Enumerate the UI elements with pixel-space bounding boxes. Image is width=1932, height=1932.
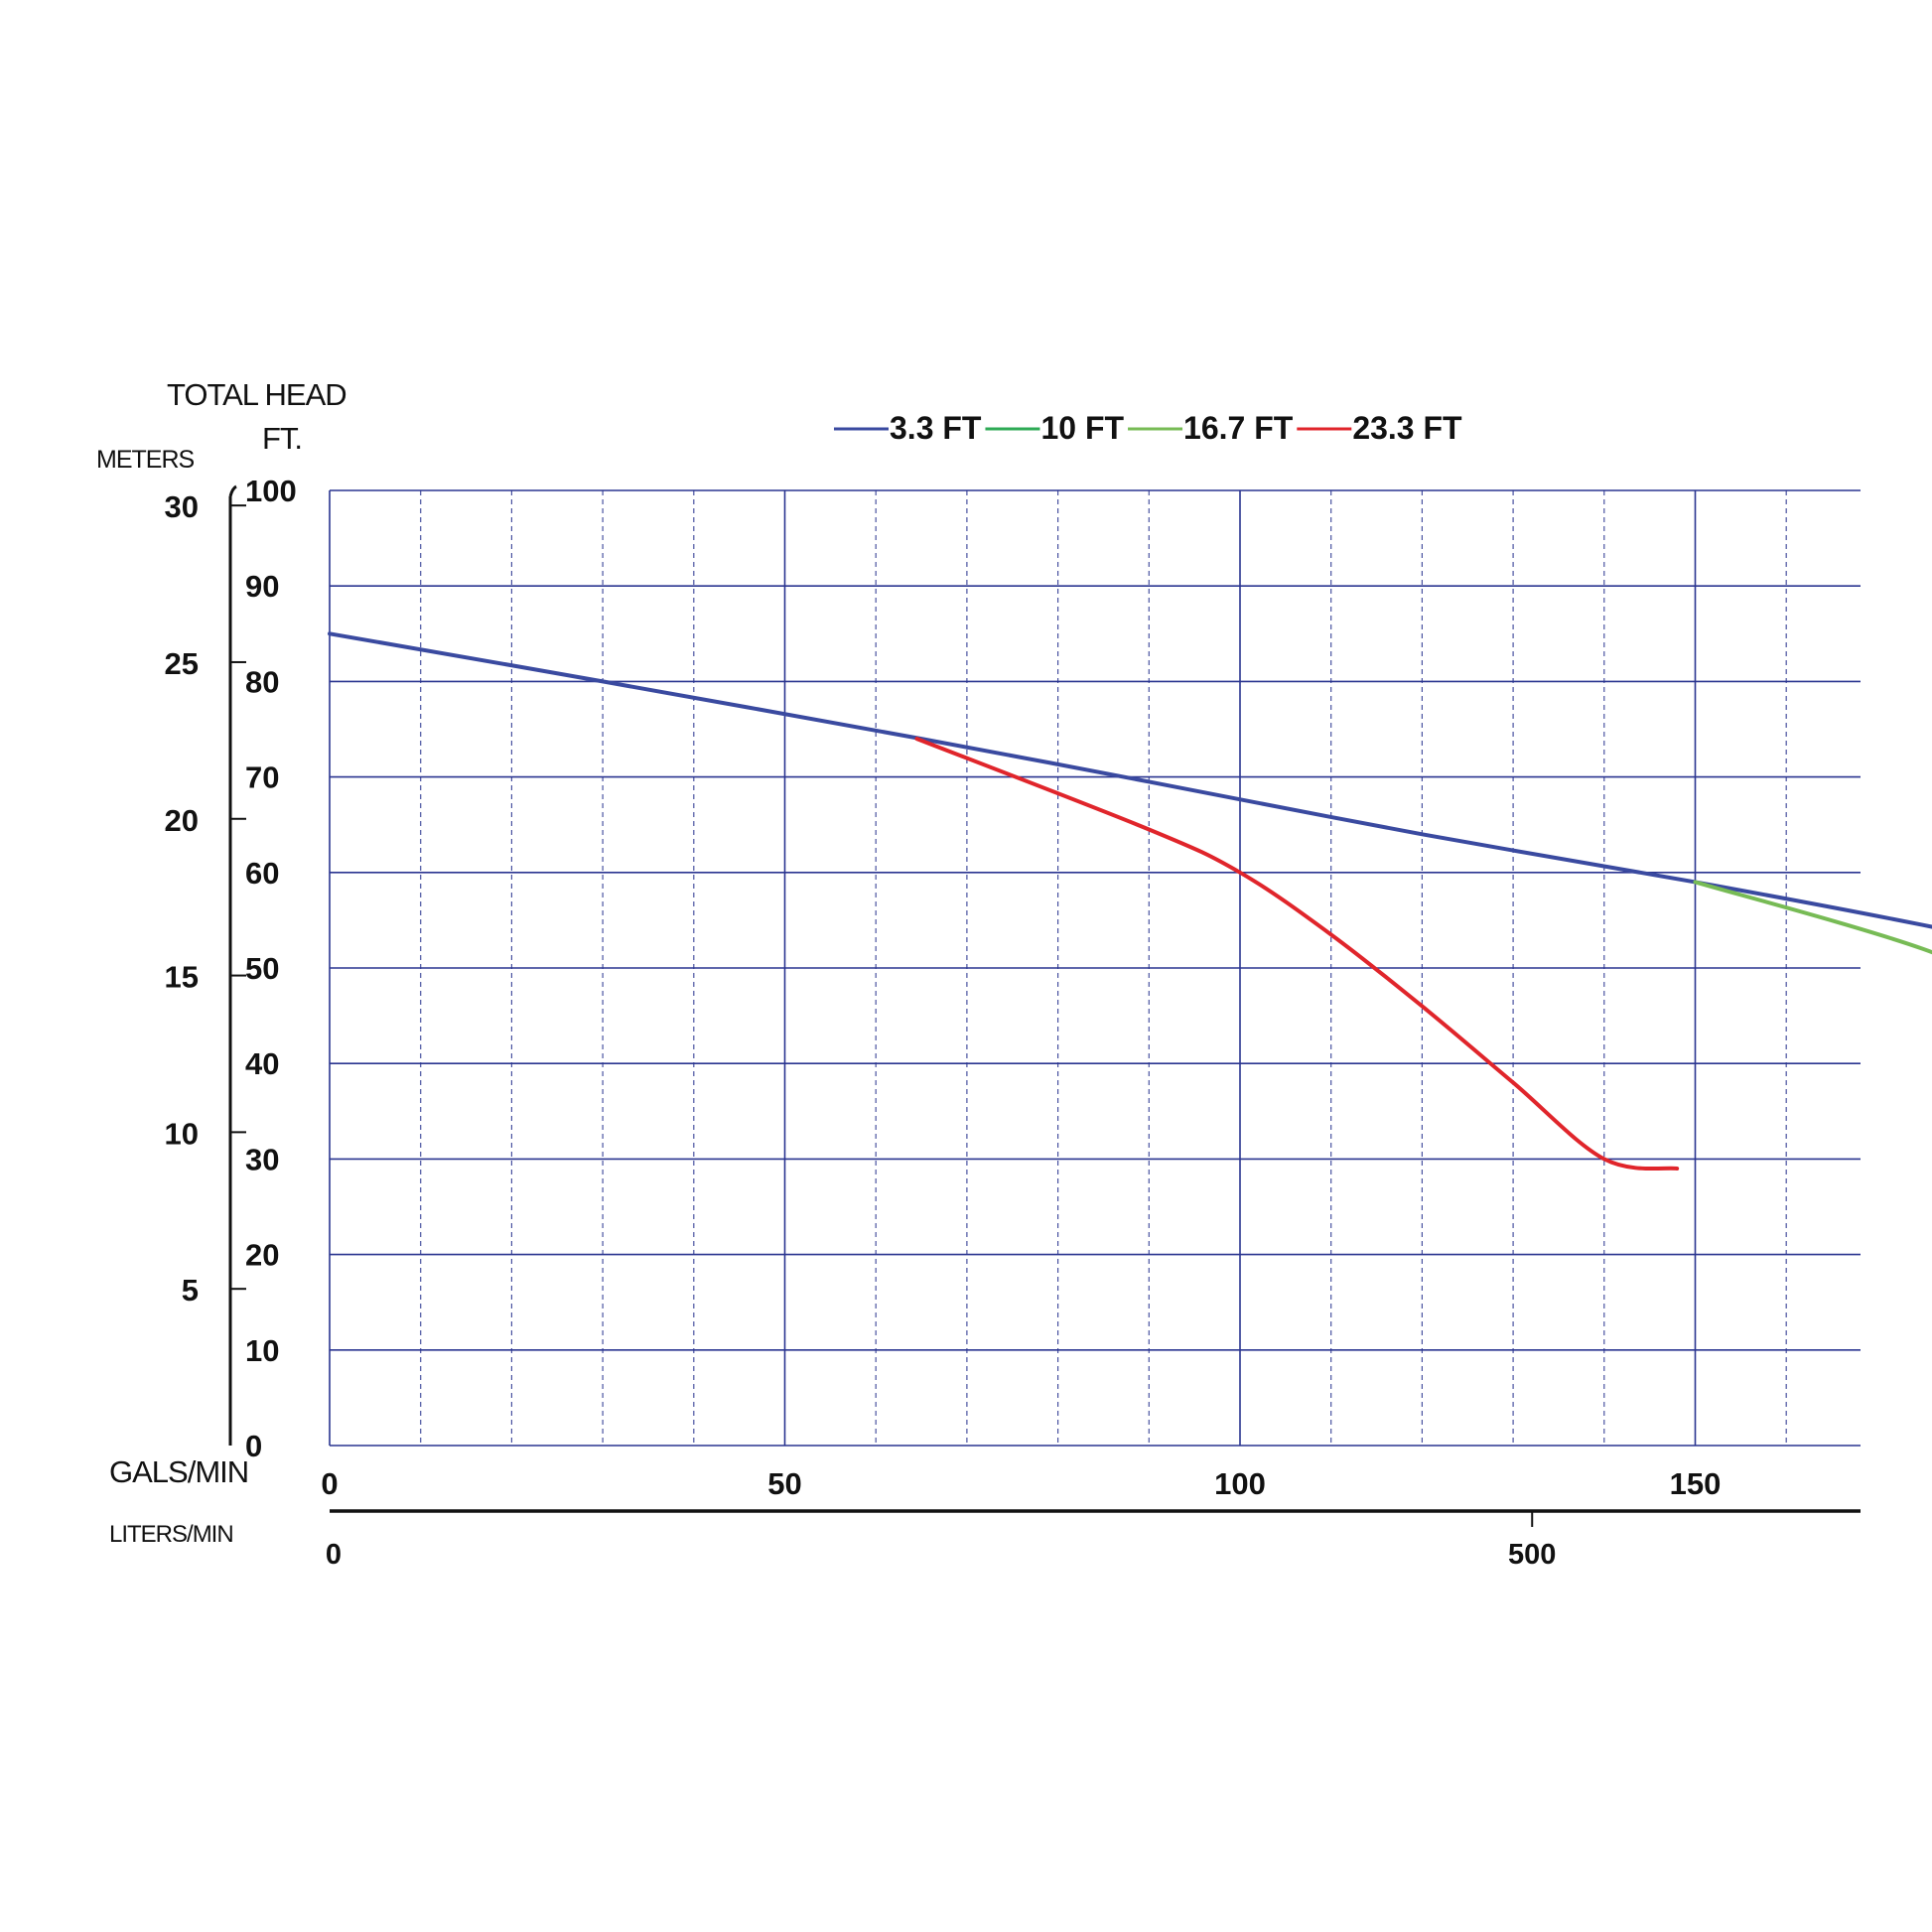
y-tick-label: 60: [245, 856, 279, 891]
meters-tick-label: 10: [165, 1116, 199, 1151]
x-tick-label: 50: [767, 1466, 801, 1501]
y-tick-label: 30: [245, 1142, 279, 1176]
meters-tick-label: 30: [165, 489, 199, 524]
legend-label: 10 FT: [1040, 410, 1124, 446]
series-lines: [328, 631, 1932, 1172]
y-tick-label: 40: [245, 1046, 279, 1081]
legend-label: 16.7 FT: [1183, 410, 1294, 446]
x-tick-label: 150: [1670, 1466, 1722, 1501]
y-tick-label: 20: [245, 1238, 279, 1273]
meters-tick-label: 20: [165, 803, 199, 838]
series-line-3-3-ft: [328, 631, 1932, 929]
x2-axis-label-liters: LITERS/MIN: [109, 1521, 233, 1548]
y-tick-label: 90: [245, 569, 279, 604]
meters-tick-label: 5: [182, 1273, 199, 1308]
y-tick-label: 50: [245, 951, 279, 986]
meters-axis-hook: [228, 484, 237, 497]
series-line-16-7-ft: [1693, 880, 1932, 955]
y-tick-label: 0: [245, 1429, 262, 1463]
y-tick-label: 80: [245, 664, 279, 699]
meters-tick-label: 15: [165, 960, 199, 995]
legend-label: 23.3 FT: [1352, 410, 1462, 446]
x-axis-label-gals: GALS/MIN: [109, 1454, 248, 1489]
legend: 3.3 FT 10 FT 16.7 FT 23.3 FT: [834, 410, 1462, 446]
y-tick-label: 70: [245, 760, 279, 795]
y-tick-label: 100: [245, 474, 297, 508]
legend-label: 3.3 FT: [890, 410, 982, 446]
y-axis-label-ft: FT.: [262, 421, 302, 456]
liters-tick-label: 0: [326, 1539, 342, 1571]
x-tick-label: 100: [1214, 1466, 1266, 1501]
series-line-23-3-ft: [914, 737, 1680, 1172]
axes: [228, 484, 1861, 1527]
x-tick-label: 0: [321, 1466, 338, 1501]
y2-axis-label-meters: METERS: [96, 446, 195, 474]
y-axis-title: TOTAL HEAD: [167, 377, 346, 412]
liters-tick-label: 500: [1508, 1539, 1556, 1571]
grid: [329, 489, 1861, 1447]
y-tick-label: 10: [245, 1333, 279, 1368]
axis-labels: TOTAL HEAD FT. METERS GALS/MIN LITERS/MI…: [96, 377, 1722, 1571]
meters-tick-label: 25: [165, 646, 199, 681]
